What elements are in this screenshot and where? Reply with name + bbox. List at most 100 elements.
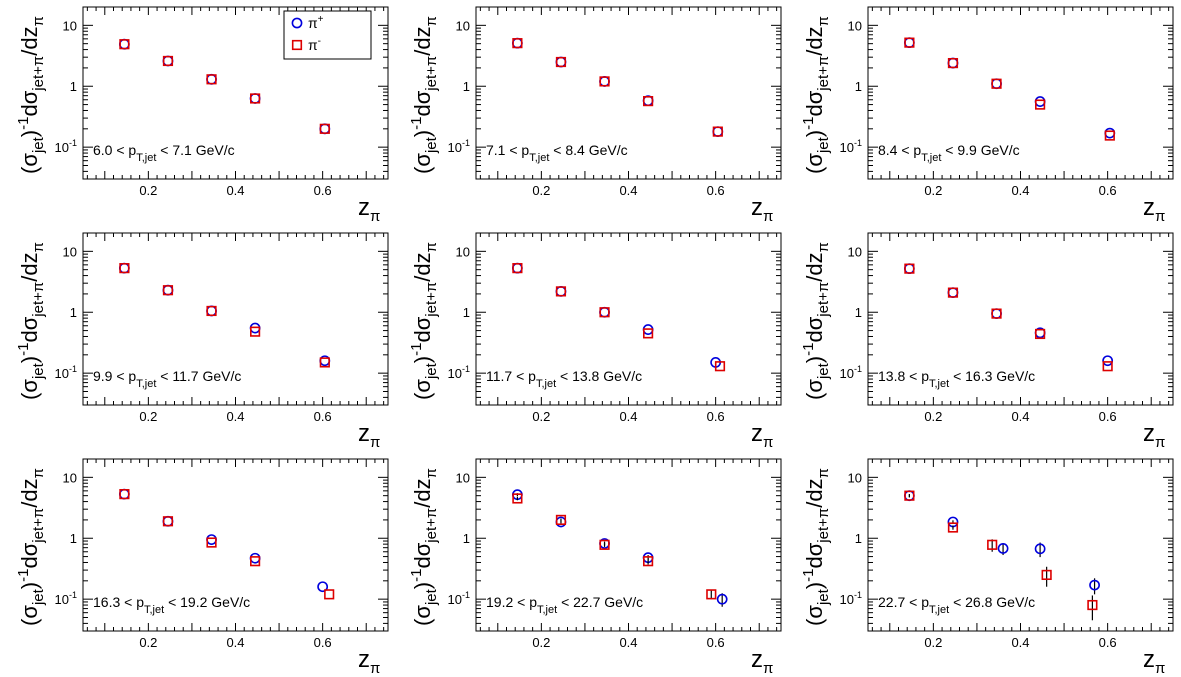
x-tick-label: 0.4 <box>619 635 637 650</box>
pi-minus-point <box>947 57 959 69</box>
pi-minus-point <box>599 76 610 87</box>
y-axis-label: (σjet)-1dσjet+π/dzπ <box>800 242 832 400</box>
pi-plus-point <box>903 37 915 49</box>
pi-minus-point <box>904 490 915 501</box>
y-axis-label: (σjet)-1dσjet+π/dzπ <box>408 16 440 174</box>
pi-minus-point <box>119 39 130 50</box>
pi-plus-point <box>511 262 523 274</box>
pi-minus-point <box>904 263 915 274</box>
pi-plus-point <box>1034 543 1046 555</box>
x-axis-label: zπ <box>1143 420 1165 451</box>
pi-plus-point <box>712 126 724 138</box>
y-axis-label: (σjet)-1dσjet+π/dzπ <box>15 468 47 626</box>
pi-plus-point <box>997 543 1009 554</box>
x-axis-label: zπ <box>358 646 380 677</box>
pi-minus-point <box>1087 599 1098 611</box>
pi-plus-point <box>118 38 130 50</box>
y-tick-label: 10-1 <box>840 138 862 155</box>
pi-minus-point <box>512 38 523 49</box>
pi-plus-point <box>1089 579 1100 591</box>
x-tick-label: 0.2 <box>924 409 942 424</box>
y-axis-label: (σjet)-1dσjet+π/dzπ <box>800 468 832 626</box>
pi-minus-point <box>162 285 174 296</box>
pt-bin-label: 7.1 < pT,jet < 8.4 GeV/c <box>486 142 628 164</box>
y-tick-label: 10 <box>456 244 470 259</box>
y-tick-label: 10 <box>63 244 77 259</box>
x-tick-label: 0.6 <box>1099 635 1117 650</box>
x-axis-label: zπ <box>751 420 773 451</box>
pi-minus-point <box>555 286 567 297</box>
pt-bin-label: 16.3 < pT,jet < 19.2 GeV/c <box>93 594 250 616</box>
pi-plus-point <box>162 515 174 527</box>
x-tick-label: 0.6 <box>314 635 332 650</box>
pi-plus-point <box>599 306 610 318</box>
y-tick-label: 10 <box>848 18 862 33</box>
pt-bin-label: 9.9 < pT,jet < 11.7 GeV/c <box>93 368 241 390</box>
pi-minus-point <box>904 37 915 48</box>
pi-plus-point <box>1034 96 1046 107</box>
y-tick-label: 10-1 <box>55 590 77 607</box>
x-tick-label: 0.2 <box>532 409 550 424</box>
pi-plus-point <box>903 263 915 275</box>
pi-minus-point <box>1041 569 1052 581</box>
pi-minus-point <box>555 56 567 68</box>
x-tick-label: 0.4 <box>619 409 637 424</box>
pi-minus-point <box>599 539 610 550</box>
pi-minus-point <box>250 556 261 567</box>
y-axis-label: (σjet)-1dσjet+π/dzπ <box>408 468 440 626</box>
legend-label: π+ <box>308 14 324 31</box>
pi-minus-point <box>643 96 654 107</box>
y-tick-label: 10 <box>63 470 77 485</box>
pi-minus-point <box>206 305 217 317</box>
y-tick-label: 10-1 <box>840 590 862 607</box>
pi-minus-point <box>947 522 959 533</box>
x-tick-label: 0.4 <box>226 635 244 650</box>
pi-minus-point <box>712 126 723 137</box>
pi-minus-point <box>1102 361 1113 372</box>
pi-plus-point <box>716 593 728 605</box>
pi-minus-point <box>206 74 217 85</box>
pi-plus-point <box>249 93 261 104</box>
y-tick-label: 1 <box>855 531 862 546</box>
panel-1: 0.2 0.4 0.6 10 1 10-1 (σjet)-1dσjet+π/dzπ zπ 6.0… <box>15 6 389 225</box>
pi-minus-point <box>991 78 1002 89</box>
y-tick-label: 1 <box>463 79 470 94</box>
x-tick-label: 0.4 <box>1011 183 1029 198</box>
pi-minus-point <box>643 328 654 339</box>
y-axis-label: (σjet)-1dσjet+π/dzπ <box>15 242 47 400</box>
x-tick-label: 0.2 <box>139 183 157 198</box>
pi-plus-point <box>599 76 610 87</box>
pt-bin-label: 8.4 < pT,jet < 9.9 GeV/c <box>878 142 1020 164</box>
x-axis-label: zπ <box>1143 194 1165 225</box>
x-tick-label: 0.4 <box>1011 635 1029 650</box>
pi-minus-point <box>987 539 998 550</box>
x-tick-label: 0.2 <box>532 635 550 650</box>
pi-minus-point <box>206 537 217 548</box>
pi-minus-point <box>1104 130 1115 141</box>
y-axis-label: (σjet)-1dσjet+π/dzπ <box>800 16 832 174</box>
pi-minus-point <box>162 516 174 527</box>
pi-minus-point <box>512 263 523 274</box>
legend-label: π- <box>308 36 321 53</box>
x-tick-label: 0.2 <box>532 183 550 198</box>
y-axis-label: (σjet)-1dσjet+π/dzπ <box>408 242 440 400</box>
x-tick-label: 0.2 <box>924 183 942 198</box>
pi-plus-point <box>206 534 217 546</box>
legend-square-marker <box>291 39 303 51</box>
y-tick-label: 1 <box>70 79 77 94</box>
pi-minus-point <box>250 93 261 104</box>
x-tick-label: 0.4 <box>226 183 244 198</box>
pi-plus-point <box>317 581 329 593</box>
pi-plus-point <box>118 262 130 274</box>
pi-minus-point <box>162 55 174 67</box>
legend: π+ π- <box>283 10 372 60</box>
panel-3: 0.2 0.4 0.6 10 1 10-1 (σjet)-1dσjet+π/dzπ zπ 8.4… <box>800 6 1174 225</box>
y-tick-label: 10-1 <box>448 138 470 155</box>
legend-circle-marker <box>291 17 303 29</box>
pi-minus-point <box>512 493 523 504</box>
x-tick-label: 0.6 <box>707 409 725 424</box>
panel-6: 0.2 0.4 0.6 10 1 10-1 (σjet)-1dσjet+π/dzπ zπ 13.… <box>800 232 1174 451</box>
x-tick-label: 0.6 <box>707 635 725 650</box>
pi-minus-point <box>1035 99 1046 110</box>
